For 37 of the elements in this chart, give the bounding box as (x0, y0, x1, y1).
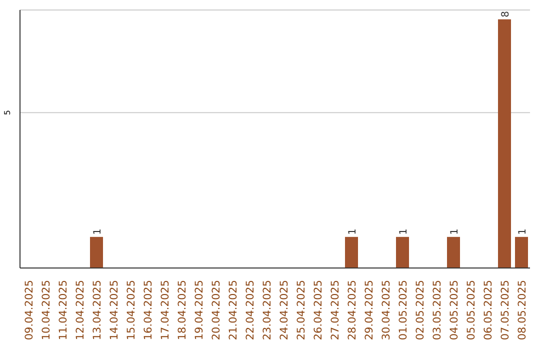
x-tick-label: 06.05.2025 (482, 280, 494, 340)
x-tick-label: 15.04.2025 (126, 280, 138, 340)
data-label: 8 (500, 10, 512, 18)
x-tick-label: 24.04.2025 (278, 280, 290, 340)
x-tick-label: 17.04.2025 (160, 280, 172, 340)
x-tick-label: 12.04.2025 (74, 280, 86, 340)
x-tick-label: 11.04.2025 (58, 280, 70, 340)
x-tick-label: 02.05.2025 (414, 280, 426, 340)
x-tick-label: 04.05.2025 (448, 280, 460, 340)
x-tick-label: 07.05.2025 (500, 280, 512, 340)
data-label: 1 (518, 228, 528, 235)
x-tick-label: 29.04.2025 (364, 280, 376, 340)
data-label: 1 (450, 228, 460, 235)
x-tick-label: 03.05.2025 (432, 280, 444, 340)
x-tick-label: 30.04.2025 (380, 280, 392, 340)
data-label: 1 (348, 228, 358, 235)
x-tick-label: 28.04.2025 (346, 280, 358, 340)
x-tick-label: 20.04.2025 (210, 280, 222, 340)
x-tick-label: 14.04.2025 (108, 280, 120, 340)
x-tick-label: 09.04.2025 (24, 280, 36, 340)
x-tick-label: 10.04.2025 (40, 280, 52, 340)
x-tick-label: 13.04.2025 (92, 280, 104, 340)
x-tick-label: 18.04.2025 (176, 280, 188, 340)
x-tick-label: 25.04.2025 (296, 280, 308, 340)
y-tick-label: 5 (3, 110, 12, 116)
x-tick-label: 05.05.2025 (466, 280, 478, 340)
x-tick-label: 21.04.2025 (228, 280, 240, 340)
x-tick-label: 22.04.2025 (244, 280, 256, 340)
x-tick-label: 19.04.2025 (194, 280, 206, 340)
x-tick-label: 26.04.2025 (312, 280, 324, 340)
x-tick-label: 23.04.2025 (262, 280, 274, 340)
x-tick-label: 27.04.2025 (330, 280, 342, 340)
x-tick-label: 16.04.2025 (142, 280, 154, 340)
data-label: 1 (92, 228, 104, 235)
x-tick-label: 08.05.2025 (516, 280, 528, 340)
data-label: 1 (398, 228, 410, 235)
x-tick-label: 01.05.2025 (398, 280, 410, 340)
